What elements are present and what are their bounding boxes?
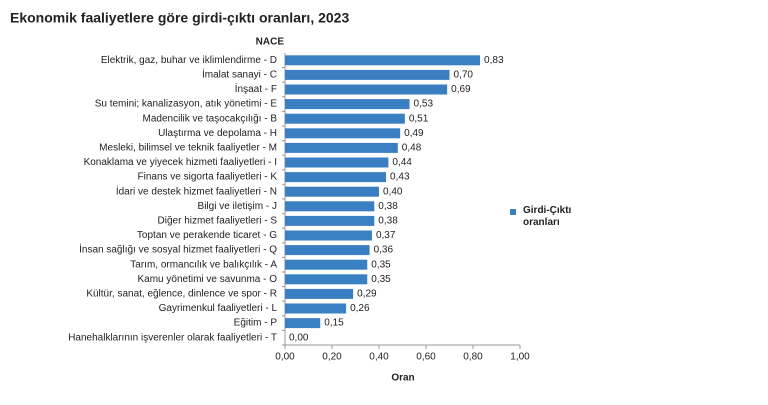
value-label: 0,35: [371, 274, 391, 285]
bar: [285, 113, 405, 124]
bar: [285, 288, 354, 299]
bar: [285, 245, 370, 256]
value-label: 0,70: [454, 70, 474, 81]
y-tick-label: Diğer hizmet faaliyetleri - S: [158, 216, 278, 227]
value-label: 0,48: [402, 143, 422, 154]
y-tick-label: Bilgi ve iletişim - J: [198, 201, 277, 212]
y-tick-label: Hanehalklarının işverenler olarak faaliy…: [68, 332, 277, 343]
legend-label: Girdi-Çıktı oranları: [523, 205, 572, 228]
bar: [285, 157, 389, 168]
y-tick-label: Madencilik ve taşocakçılığı - B: [143, 113, 278, 124]
y-tick-label: Kültür, sanat, eğlence, dinlence ve spor…: [86, 289, 277, 300]
value-label: 0,44: [392, 157, 412, 168]
bar: [285, 259, 368, 270]
value-label: 0,15: [324, 318, 344, 329]
y-axis-title: NACE: [256, 37, 285, 48]
bar: [285, 230, 372, 241]
value-label: 0,40: [383, 186, 403, 197]
bar: [285, 303, 347, 314]
bar: [285, 142, 398, 153]
chart-title: Ekonomik faaliyetlere göre girdi-çıktı o…: [10, 10, 349, 26]
value-label: 0,35: [371, 259, 391, 270]
x-axis-title: Oran: [391, 373, 414, 384]
value-label: 0,51: [409, 113, 429, 124]
bar: [285, 99, 410, 110]
value-label: 0,38: [378, 216, 398, 227]
value-label: 0,38: [378, 201, 398, 212]
x-tick-label: 0,00: [275, 352, 295, 363]
bar: [285, 55, 481, 66]
bar: [285, 69, 450, 80]
bar: [285, 172, 387, 183]
y-tick-label: Ulaştırma ve depolama - H: [158, 128, 277, 139]
y-tick-label: Finans ve sigorta faaliyetleri - K: [137, 172, 277, 183]
x-tick-label: 0,80: [463, 352, 483, 363]
bar: [285, 274, 368, 285]
value-label: 0,26: [350, 303, 370, 314]
y-tick-label: İmalat sanayi - C: [202, 68, 277, 81]
bar: [285, 128, 401, 139]
bar: [285, 318, 321, 329]
bar: [285, 215, 375, 226]
bar: [285, 201, 375, 212]
y-tick-label: Su temini; kanalizasyon, atık yönetimi -…: [95, 99, 278, 110]
y-tick-label: Elektrik, gaz, buhar ve iklimlendirme - …: [101, 55, 277, 66]
y-tick-label: İnşaat - F: [235, 82, 277, 95]
y-tick-label: Mesleki, bilimsel ve teknik faaliyetler …: [99, 143, 277, 154]
y-tick-label: Konaklama ve yiyecek hizmeti faaliyetler…: [84, 157, 277, 168]
x-tick-label: 0,60: [416, 352, 436, 363]
x-tick-label: 0,40: [369, 352, 389, 363]
value-label: 0,29: [357, 289, 377, 300]
x-tick-label: 0,20: [322, 352, 342, 363]
value-label: 0,53: [414, 99, 434, 110]
x-tick-label: 1,00: [510, 352, 530, 363]
legend-swatch: [510, 209, 516, 215]
value-label: 0,43: [390, 172, 410, 183]
y-tick-label: Toptan ve perakende ticaret - G: [137, 230, 277, 241]
y-tick-label: Kamu yönetimi ve savunma - O: [138, 274, 278, 285]
bar: [285, 84, 448, 95]
y-tick-label: Eğitim - P: [234, 318, 278, 329]
y-tick-label: İnsan sağlığı ve sosyal hizmet faaliyetl…: [79, 243, 277, 256]
value-label: 0,37: [376, 230, 396, 241]
bar: [285, 186, 379, 197]
value-label: 0,83: [484, 55, 504, 66]
y-tick-label: İdari ve destek hizmet faaliyetleri - N: [116, 184, 277, 197]
value-label: 0,36: [374, 245, 394, 256]
value-label: 0,69: [451, 84, 471, 95]
y-tick-label: Tarım, ormancılık ve balıkçılık - A: [130, 259, 277, 270]
value-label: 0,00: [289, 332, 309, 343]
value-label: 0,49: [404, 128, 424, 139]
y-tick-label: Gayrimenkul faaliyetleri - L: [159, 303, 278, 314]
